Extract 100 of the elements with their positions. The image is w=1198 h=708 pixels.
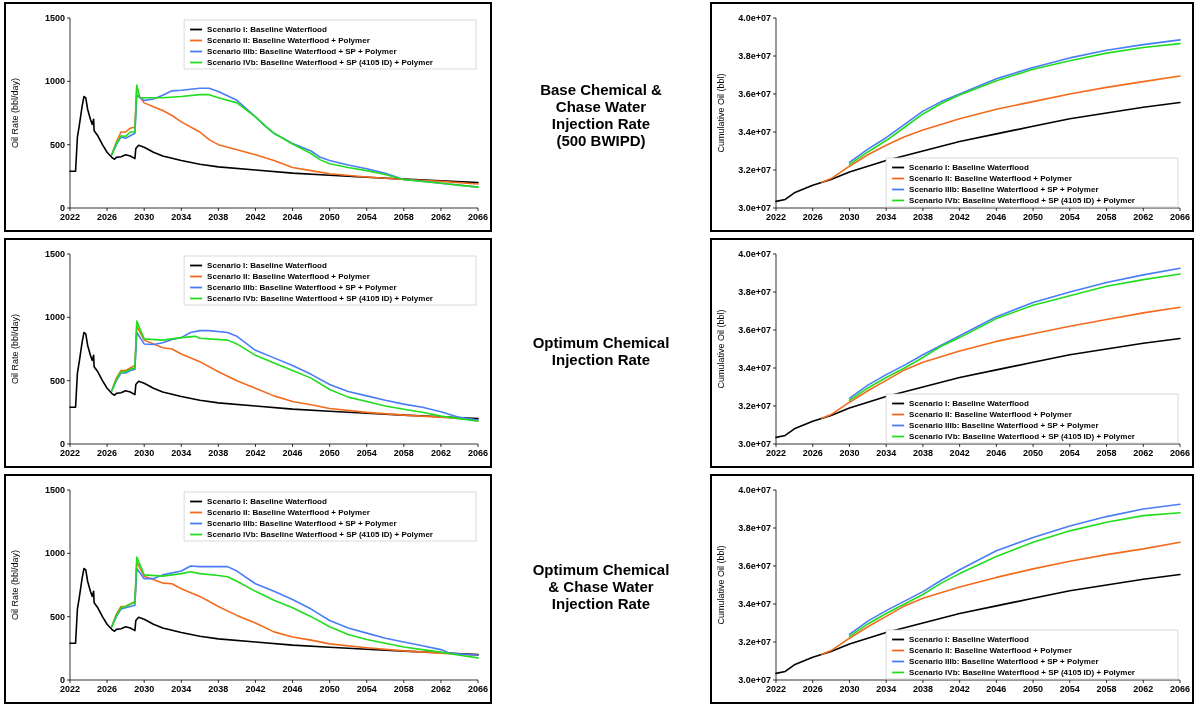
x-tick-label: 2030 bbox=[839, 448, 860, 458]
y-tick-label: 3.6e+07 bbox=[738, 325, 771, 336]
legend-label: Scenario II: Baseline Waterflood + Polymer bbox=[207, 36, 370, 46]
x-tick-label: 2046 bbox=[986, 448, 1007, 458]
x-tick-label: 2066 bbox=[467, 212, 489, 222]
x-tick-label: 2046 bbox=[282, 212, 303, 222]
x-tick-label: 2042 bbox=[949, 448, 970, 458]
x-tick-label: 2026 bbox=[97, 684, 118, 694]
x-tick-label: 2038 bbox=[912, 684, 933, 694]
x-tick-label: 2050 bbox=[1023, 448, 1044, 458]
legend-label: Scenario I: Baseline Waterflood bbox=[207, 497, 327, 507]
text: Optimum Chemical & Chase Water Injection Rate bbox=[532, 561, 670, 613]
x-tick-label: 2022 bbox=[765, 212, 787, 222]
y-tick-label: 4.0e+07 bbox=[738, 249, 771, 260]
x-tick-label: 2046 bbox=[986, 212, 1007, 222]
y-tick-label: 4.0e+07 bbox=[738, 485, 771, 496]
x-tick-label: 2066 bbox=[1169, 448, 1191, 458]
x-tick-label: 2042 bbox=[949, 684, 970, 694]
y-tick-label: 0 bbox=[59, 675, 65, 686]
y-tick-label: 3.2e+07 bbox=[738, 637, 771, 648]
legend-label: Scenario II: Baseline Waterflood + Polymer bbox=[207, 272, 370, 282]
x-tick-label: 2026 bbox=[802, 448, 823, 458]
y-tick-label: 3.8e+07 bbox=[738, 287, 771, 298]
legend-label: Scenario IVb: Baseline Waterflood + SP (4105 ID) + Polymer bbox=[909, 432, 1135, 442]
y-tick-label: 1500 bbox=[44, 485, 65, 496]
x-tick-label: 2026 bbox=[97, 212, 118, 222]
legend-label: Scenario IIIb: Baseline Waterflood + SP + Polymer bbox=[207, 47, 397, 57]
x-tick-label: 2022 bbox=[765, 448, 787, 458]
text: Base Chemical & Chase Water Injection Rate (500 BWIPD) bbox=[540, 80, 663, 149]
x-tick-label: 2026 bbox=[802, 212, 823, 222]
x-tick-label: 2034 bbox=[171, 448, 192, 458]
x-tick-label: 2046 bbox=[986, 684, 1007, 694]
legend-label: Scenario IIIb: Baseline Waterflood + SP + Polymer bbox=[909, 657, 1099, 667]
y-axis-title: Cumulative Oil (bbl) bbox=[716, 545, 726, 625]
x-tick-label: 2034 bbox=[876, 212, 897, 222]
legend-label: Scenario IVb: Baseline Waterflood + SP (4105 ID) + Polymer bbox=[909, 196, 1135, 206]
x-tick-label: 2030 bbox=[839, 212, 860, 222]
y-tick-label: 3.8e+07 bbox=[738, 51, 771, 62]
legend-label: Scenario I: Baseline Waterflood bbox=[207, 261, 327, 271]
legend-label: Scenario IIIb: Baseline Waterflood + SP + Polymer bbox=[207, 283, 397, 293]
x-tick-label: 2042 bbox=[245, 684, 266, 694]
y-tick-label: 3.8e+07 bbox=[738, 523, 771, 534]
x-tick-label: 2042 bbox=[949, 212, 970, 222]
y-tick-label: 3.0e+07 bbox=[738, 439, 771, 450]
x-tick-label: 2066 bbox=[1169, 684, 1191, 694]
line-series bbox=[821, 306, 1181, 420]
x-tick-label: 2058 bbox=[1096, 212, 1117, 222]
x-tick-label: 2054 bbox=[356, 684, 377, 694]
y-tick-label: 0 bbox=[59, 203, 65, 214]
y-axis-title: Cumulative Oil (bbl) bbox=[716, 309, 726, 389]
x-tick-label: 2062 bbox=[1133, 448, 1154, 458]
x-tick-label: 2030 bbox=[134, 684, 155, 694]
y-tick-label: 1500 bbox=[44, 249, 65, 260]
x-tick-label: 2038 bbox=[912, 212, 933, 222]
legend-label: Scenario I: Baseline Waterflood bbox=[909, 399, 1029, 409]
y-tick-label: 1000 bbox=[44, 548, 65, 559]
legend-label: Scenario II: Baseline Waterflood + Polymer bbox=[909, 410, 1072, 420]
x-tick-label: 2062 bbox=[430, 684, 451, 694]
legend-label: Scenario IIIb: Baseline Waterflood + SP + Polymer bbox=[207, 519, 397, 529]
x-tick-label: 2026 bbox=[802, 684, 823, 694]
x-tick-label: 2026 bbox=[97, 448, 118, 458]
y-tick-label: 3.0e+07 bbox=[738, 203, 771, 214]
legend-label: Scenario IVb: Baseline Waterflood + SP (4105 ID) + Polymer bbox=[909, 668, 1135, 678]
x-tick-label: 2054 bbox=[356, 448, 377, 458]
x-tick-label: 2038 bbox=[208, 212, 229, 222]
legend-label: Scenario I: Baseline Waterflood bbox=[909, 635, 1029, 645]
text: Optimum Chemical Injection Rate bbox=[532, 333, 670, 368]
y-tick-label: 3.4e+07 bbox=[738, 127, 771, 138]
y-tick-label: 500 bbox=[49, 375, 65, 386]
y-tick-label: 1000 bbox=[44, 76, 65, 87]
x-tick-label: 2062 bbox=[430, 448, 451, 458]
x-tick-label: 2038 bbox=[912, 448, 933, 458]
x-tick-label: 2058 bbox=[393, 448, 414, 458]
x-tick-label: 2046 bbox=[282, 684, 303, 694]
x-tick-label: 2054 bbox=[1059, 212, 1080, 222]
x-tick-label: 2046 bbox=[282, 448, 303, 458]
legend-label: Scenario II: Baseline Waterflood + Polymer bbox=[207, 508, 370, 518]
x-tick-label: 2066 bbox=[1169, 212, 1191, 222]
x-tick-label: 2038 bbox=[208, 684, 229, 694]
x-tick-label: 2022 bbox=[59, 212, 81, 222]
x-tick-label: 2054 bbox=[1059, 684, 1080, 694]
y-tick-label: 3.6e+07 bbox=[738, 89, 771, 100]
line-series bbox=[821, 541, 1181, 656]
x-tick-label: 2042 bbox=[245, 212, 266, 222]
x-tick-label: 2066 bbox=[467, 448, 489, 458]
legend-label: Scenario IVb: Baseline Waterflood + SP (4105 ID) + Polymer bbox=[207, 294, 433, 304]
x-tick-label: 2066 bbox=[467, 684, 489, 694]
x-tick-label: 2030 bbox=[134, 448, 155, 458]
legend-label: Scenario IVb: Baseline Waterflood + SP (4105 ID) + Polymer bbox=[207, 530, 433, 540]
y-tick-label: 0 bbox=[59, 439, 65, 450]
x-tick-label: 2062 bbox=[1133, 212, 1154, 222]
x-tick-label: 2062 bbox=[430, 212, 451, 222]
x-tick-label: 2022 bbox=[765, 684, 787, 694]
y-axis-title: Cumulative Oil (bbl) bbox=[716, 73, 726, 153]
x-tick-label: 2030 bbox=[839, 684, 860, 694]
x-tick-label: 2034 bbox=[876, 448, 897, 458]
x-tick-label: 2058 bbox=[393, 684, 414, 694]
y-tick-label: 3.4e+07 bbox=[738, 363, 771, 374]
legend-label: Scenario IIIb: Baseline Waterflood + SP + Polymer bbox=[909, 185, 1099, 195]
y-tick-label: 3.2e+07 bbox=[738, 165, 771, 176]
